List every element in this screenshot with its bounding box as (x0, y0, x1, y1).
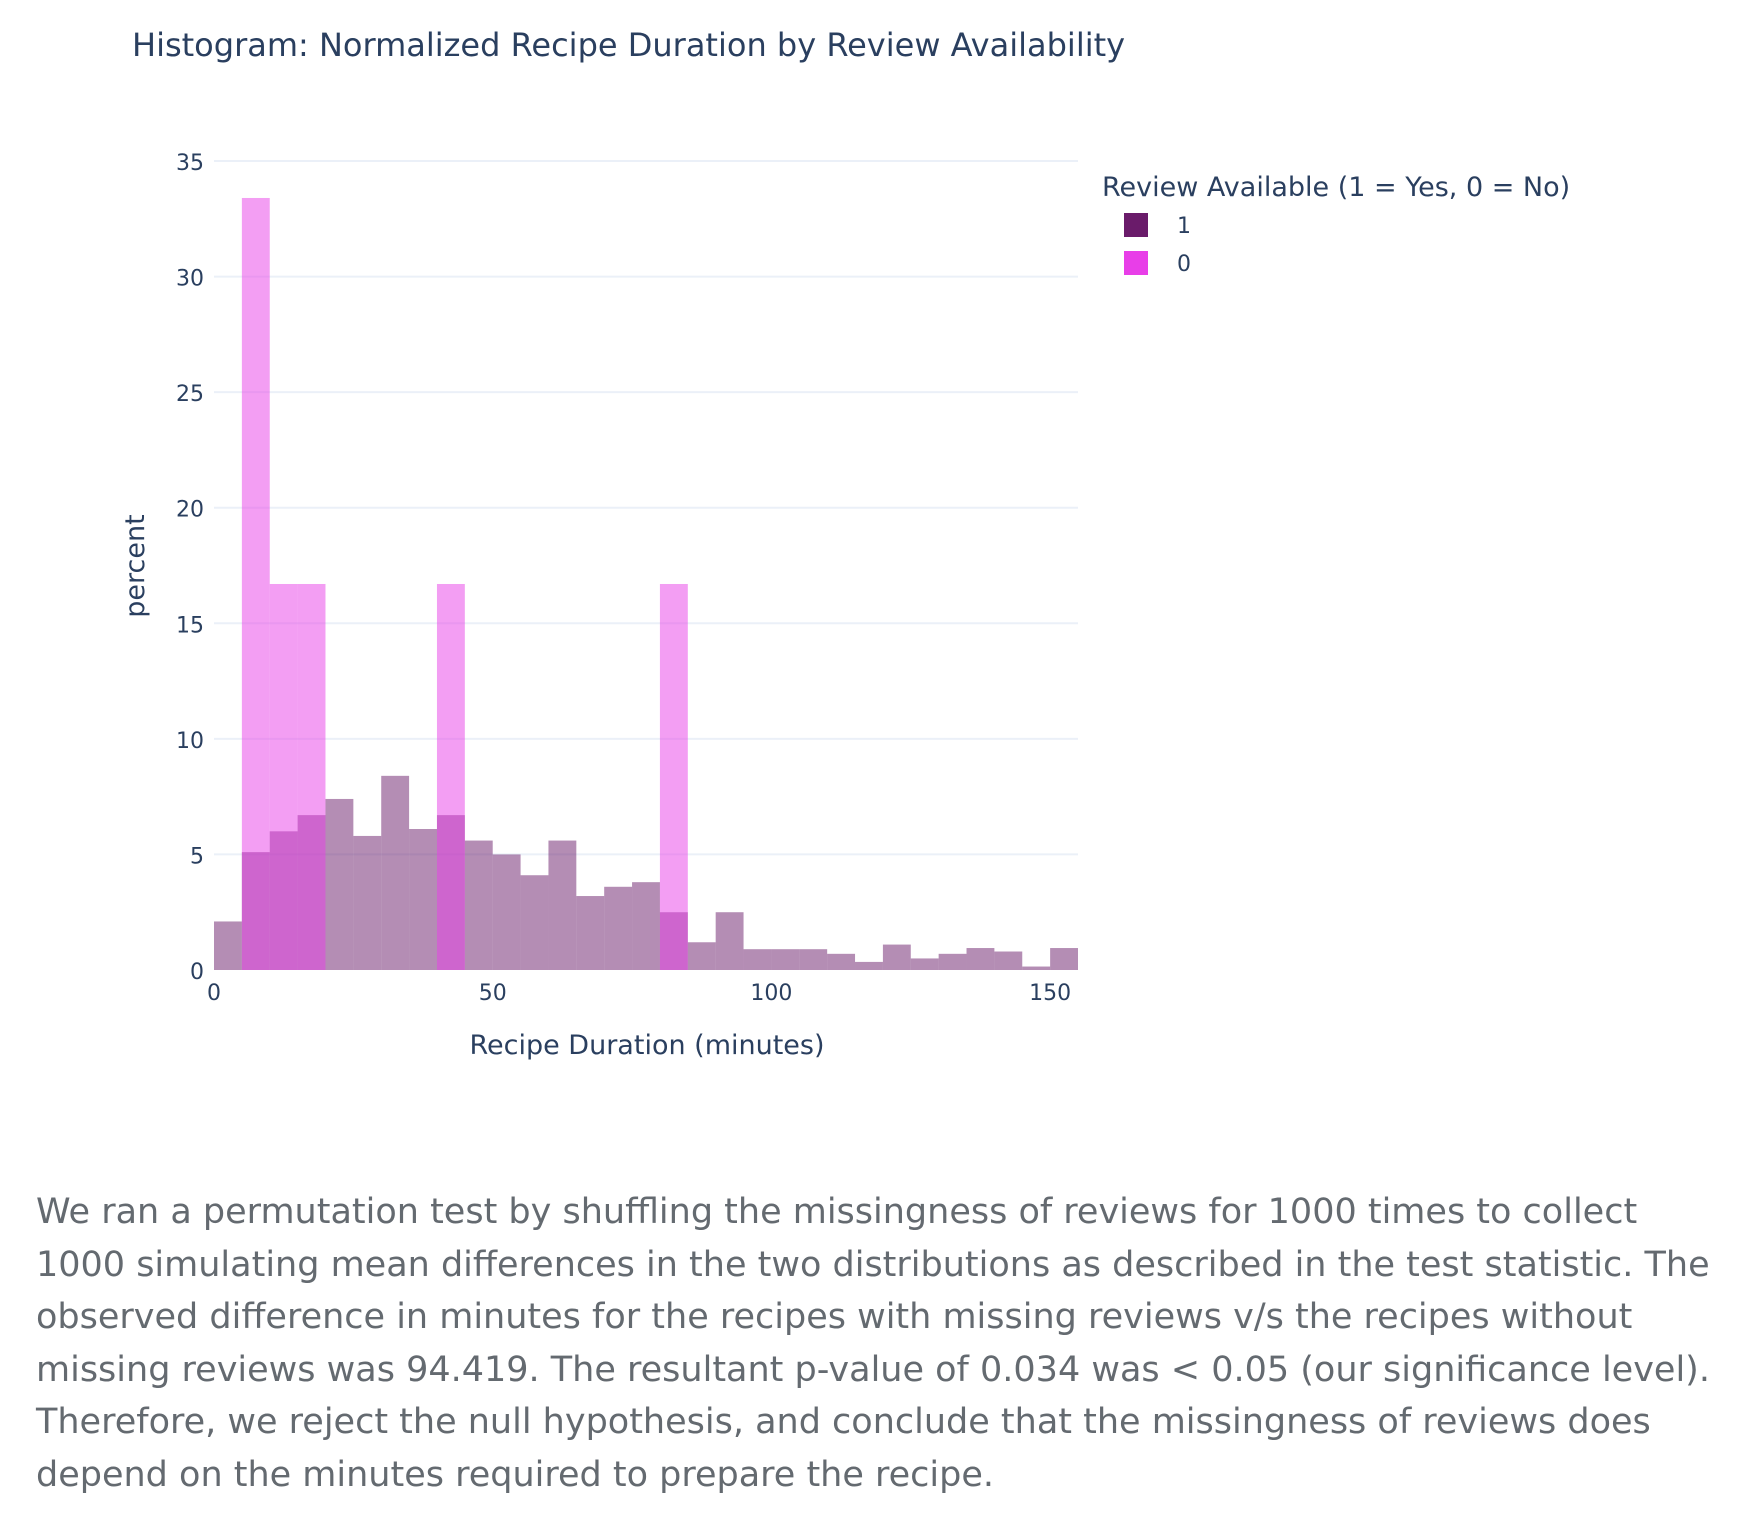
histogram-bar-series-1[interactable] (409, 829, 437, 970)
x-tick-label: 50 (479, 981, 507, 1006)
histogram-bars[interactable] (214, 197, 1078, 971)
histogram-bar-series-1[interactable] (687, 942, 716, 970)
axes: 0 5 10 15 20 25 30 35 0 50 100 150 (176, 151, 1071, 1006)
legend-label-0[interactable]: 0 (1177, 252, 1191, 277)
histogram-bar-series-1[interactable] (715, 912, 744, 970)
histogram-bar-series-1[interactable] (520, 875, 549, 970)
histogram-bar-series-0[interactable] (269, 583, 298, 970)
y-tick-label: 30 (176, 267, 204, 292)
x-axis-title: Recipe Duration (minutes) (469, 1030, 824, 1061)
legend-label-1[interactable]: 1 (1177, 214, 1191, 239)
histogram-bar-series-0[interactable] (241, 197, 270, 971)
histogram-bar-series-1[interactable] (910, 958, 939, 970)
histogram-bar-series-1[interactable] (994, 951, 1023, 970)
histogram-bar-series-1[interactable] (1050, 948, 1078, 970)
y-tick-label: 15 (176, 613, 204, 638)
histogram-bar-series-1[interactable] (214, 921, 242, 970)
x-tick-label: 0 (207, 981, 221, 1006)
histogram-bar-series-1[interactable] (966, 948, 995, 970)
histogram-bar-series-1[interactable] (1022, 966, 1051, 970)
legend: Review Available (1 = Yes, 0 = No) 1 0 (1102, 172, 1570, 277)
histogram-bar-series-1[interactable] (743, 949, 772, 970)
histogram-bar-series-1[interactable] (548, 840, 577, 970)
y-tick-label: 35 (176, 151, 204, 176)
analysis-paragraph: We ran a permutation test by shuffling t… (36, 1192, 1710, 1495)
histogram-bar-series-1[interactable] (827, 953, 856, 970)
histogram-bar-series-0[interactable] (297, 583, 326, 970)
y-tick-label: 25 (176, 382, 204, 407)
gridlines (214, 160, 1078, 856)
histogram-bar-series-0[interactable] (436, 583, 465, 970)
histogram-bar-series-1[interactable] (325, 798, 354, 970)
histogram-bar-series-1[interactable] (882, 944, 911, 970)
histogram-bar-series-1[interactable] (604, 886, 633, 970)
legend-title: Review Available (1 = Yes, 0 = No) (1102, 172, 1570, 203)
histogram-bar-series-1[interactable] (632, 882, 660, 970)
histogram-bar-series-1[interactable] (576, 896, 605, 970)
histogram-bar-series-1[interactable] (464, 840, 493, 970)
histogram-bar-series-1[interactable] (938, 953, 967, 970)
histogram-bar-series-1[interactable] (771, 949, 800, 970)
histogram-bar-series-1[interactable] (492, 854, 521, 970)
legend-swatch-1[interactable] (1124, 213, 1148, 237)
legend-swatch-0[interactable] (1124, 251, 1148, 275)
chart-title: Histogram: Normalized Recipe Duration by… (132, 26, 1125, 64)
y-axis-title: percent (120, 514, 151, 617)
histogram-bar-series-1[interactable] (353, 835, 382, 970)
y-tick-label: 0 (190, 960, 204, 985)
x-tick-label: 150 (1029, 981, 1071, 1006)
histogram-bar-series-1[interactable] (381, 775, 410, 970)
histogram-bar-series-1[interactable] (799, 949, 828, 970)
x-tick-label: 100 (750, 981, 792, 1006)
y-tick-label: 5 (190, 844, 204, 869)
histogram-bar-series-0[interactable] (659, 583, 688, 970)
y-tick-label: 20 (176, 498, 204, 523)
histogram-bar-series-1[interactable] (855, 961, 883, 970)
y-tick-label: 10 (176, 729, 204, 754)
